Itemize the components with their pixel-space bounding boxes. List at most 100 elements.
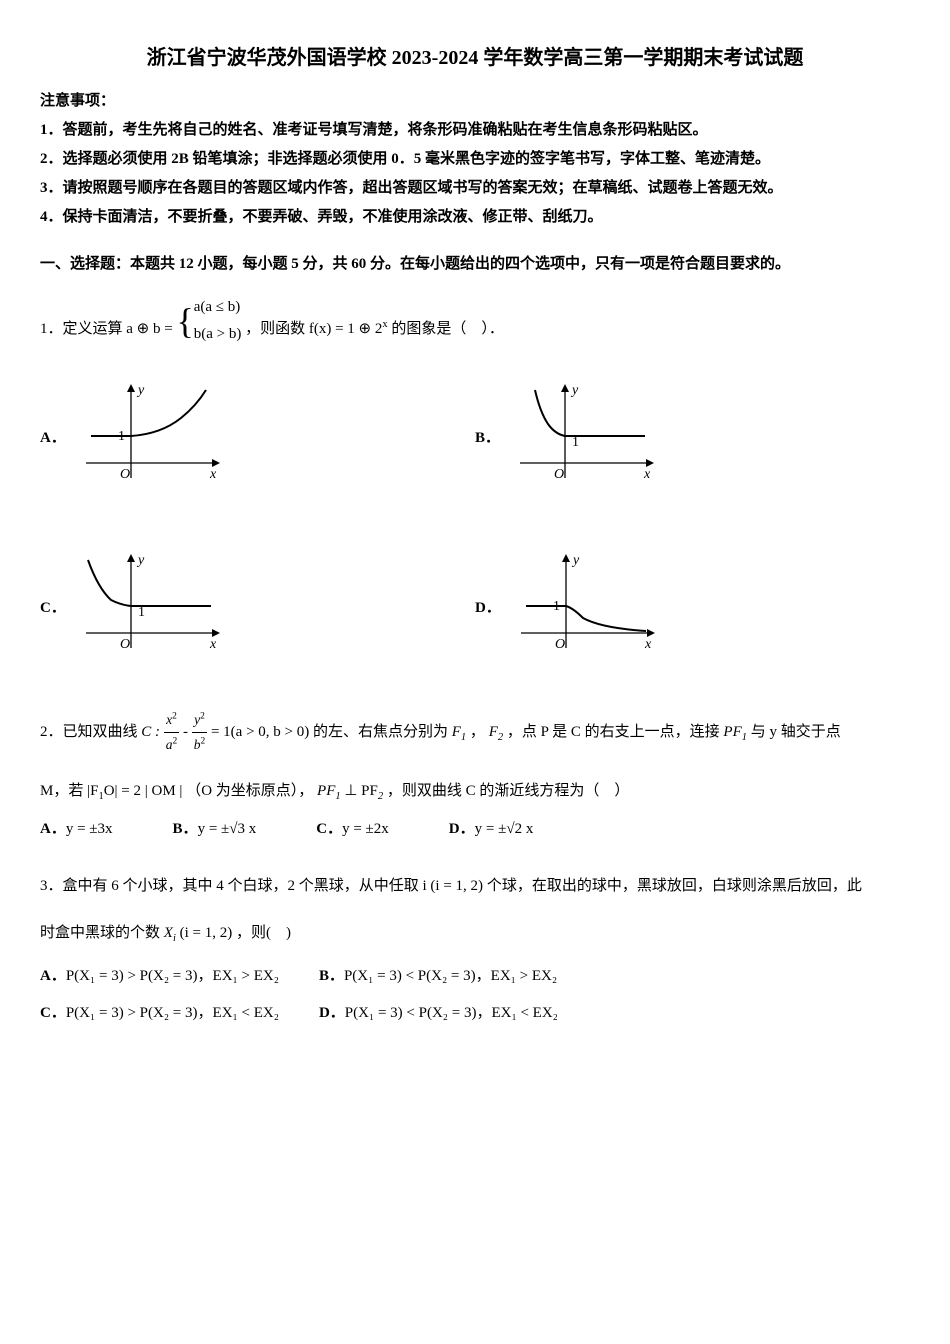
q2-abs2: O| = 2 | OM | [104, 783, 183, 799]
q1-func-base: f(x) = 1 ⊕ 2 [309, 321, 383, 337]
q1-row-CD: C． O x y 1 D． O x y 1 [40, 548, 910, 668]
q3-optA-lbl: A． [40, 968, 66, 984]
question-2-cont: M，若 |F1O| = 2 | OM | （O 为坐标原点）， PF1 ⊥ PF… [40, 778, 910, 807]
q1-optD-label: D． [475, 595, 501, 622]
svg-text:x: x [209, 467, 217, 482]
q1-graph-B: O x y 1 [510, 378, 660, 498]
q2-f2-sub: 2 [498, 732, 503, 743]
q2-pf1: PF [723, 724, 741, 740]
svg-text:y: y [136, 383, 145, 398]
q3-p3: ，则( ) [236, 925, 291, 941]
q3-optD-lbl: D． [319, 1005, 345, 1021]
q3-optB-lbl: B． [319, 968, 344, 984]
q3-optD-e2: EX₁ < EX₂ [491, 1005, 557, 1021]
svg-text:x: x [209, 637, 217, 652]
q2-p5: M，若 [40, 783, 87, 799]
q3-optC-e2: EX₁ < EX₂ [213, 1005, 279, 1021]
q1-optC-label: C． [40, 595, 66, 622]
q2-optD-lbl: D． [449, 821, 475, 837]
q3-optB-e2: EX₁ > EX₂ [491, 968, 557, 984]
q3-optD-sep: ， [476, 1005, 491, 1021]
svg-text:x: x [644, 637, 652, 652]
q2-hyperbola: C : x2a2 - y2b2 = 1(a > 0, b > 0) [141, 724, 313, 740]
q2-num1-sup: 2 [172, 712, 177, 722]
q2-f2: F [489, 724, 498, 740]
q2-den1-sup: 2 [173, 737, 178, 747]
q2-den2-sup: 2 [200, 737, 205, 747]
q1-case2: b(a > b) [194, 321, 242, 348]
svg-text:O: O [555, 637, 565, 652]
q1-graph-D: O x y 1 [511, 548, 661, 668]
svg-text:O: O [554, 467, 564, 482]
svg-text:1: 1 [138, 605, 145, 620]
q2-optC-lbl: C． [316, 821, 342, 837]
q1-func-exp: x [382, 319, 387, 330]
q1-optA-label: A． [40, 425, 66, 452]
q1-graph-A: O x y 1 [76, 378, 226, 498]
q3-xi-tail: (i = 1, 2) [176, 925, 232, 941]
q2-p2: ， [470, 724, 485, 740]
q2-pf1-sub: 1 [742, 732, 747, 743]
notice-item-0: 1．答题前，考生先将自己的姓名、准考证号填写清楚，将条形码准确粘贴在考生信息条形… [40, 117, 910, 144]
q2-optA-expr: y = ±3x [66, 821, 113, 837]
q2-optC-expr: y = ±2x [342, 821, 389, 837]
notice-item-3: 4．保持卡面清洁，不要折叠，不要弄破、弄毁，不准使用涂改液、修正带、刮纸刀。 [40, 204, 910, 231]
notice-item-1: 2．选择题必须使用 2B 铅笔填涂；非选择题必须使用 0．5 毫米黑色字迹的签字… [40, 146, 910, 173]
q2-options: A．y = ±3x B．y = ±√3 x C．y = ±2x D．y = ±√… [40, 816, 910, 843]
q1-brace: { [176, 303, 193, 339]
q2-perp-mid: ⊥ PF [341, 783, 378, 799]
q1-op-left: a ⊕ b = [126, 321, 172, 337]
q2-p0: 2．已知双曲线 [40, 724, 141, 740]
notice-item-2: 3．请按照题号顺序在各题目的答题区域内作答，超出答题区域书写的答案无效；在草稿纸… [40, 175, 910, 202]
q1-suffix: 的图象是（ ）． [391, 321, 504, 337]
q2-f1: F [452, 724, 461, 740]
q3-optC-sep: ， [198, 1005, 213, 1021]
q1-graph-C: O x y 1 [76, 548, 226, 668]
question-3: 3．盒中有 6 个小球，其中 4 个白球，2 个黑球，从中任取 i (i = 1… [40, 873, 910, 900]
q3-options: A．P(X₁ = 3) > P(X₂ = 3)，EX₁ > EX₂ B．P(X₁… [40, 963, 910, 1027]
question-1: 1．定义运算 a ⊕ b = { a(a ≤ b) b(a > b) ，则函数 … [40, 294, 910, 348]
svg-text:O: O [120, 467, 130, 482]
q2-abs1: |F [87, 783, 98, 799]
q1-func: f(x) = 1 ⊕ 2x [309, 321, 392, 337]
q3-iexpr: i (i = 1, 2) [423, 878, 484, 894]
svg-text:x: x [643, 467, 651, 482]
q1-piecewise: { a(a ≤ b) b(a > b) [176, 294, 241, 348]
q2-hyper-c: C : [141, 724, 160, 740]
q1-row-AB: A． O x y 1 B． O x y 1 [40, 378, 910, 498]
q3-xi: X [164, 925, 173, 941]
q2-perp1: PF [317, 783, 335, 799]
q2-p6: （O 为坐标原点）， [186, 783, 313, 799]
q1-prefix: 1．定义运算 [40, 321, 126, 337]
q2-optA-lbl: A． [40, 821, 66, 837]
svg-text:1: 1 [572, 435, 579, 450]
q2-f1-sub: 1 [461, 732, 466, 743]
svg-text:y: y [571, 553, 580, 568]
q3-optA-sep: ， [198, 968, 213, 984]
q1-optB-label: B． [475, 425, 500, 452]
q2-optD-expr: y = ±√2 x [475, 821, 534, 837]
q3-optB-sep: ， [476, 968, 491, 984]
svg-text:O: O [120, 637, 130, 652]
q2-perp-s2: 2 [378, 791, 383, 802]
q2-p1: 的左、右焦点分别为 [313, 724, 452, 740]
q3-p1: 个球，在取出的球中，黑球放回，白球则涂黑后放回，此 [487, 878, 862, 894]
question-3-cont: 时盒中黑球的个数 Xi (i = 1, 2) ，则( ) [40, 920, 910, 949]
section1-title: 一、选择题：本题共 12 小题，每小题 5 分，共 60 分。在每小题给出的四个… [40, 251, 910, 278]
q3-optC-lbl: C． [40, 1005, 66, 1021]
exam-title: 浙江省宁波华茂外国语学校 2023-2024 学年数学高三第一学期期末考试试题 [40, 40, 910, 76]
q3-optD-e1: P(X₁ = 3) < P(X₂ = 3) [345, 1005, 477, 1021]
q2-p3: ，点 P 是 C 的右支上一点，连接 [507, 724, 724, 740]
q2-p7: ，则双曲线 C 的渐近线方程为（ ） [387, 783, 630, 799]
q2-num2-sup: 2 [200, 712, 205, 722]
q2-minus: - [183, 724, 192, 740]
q2-tail: = 1(a > 0, b > 0) [211, 724, 309, 740]
q2-p4: 与 y 轴交于点 [751, 724, 841, 740]
q3-optB-e1: P(X₁ = 3) < P(X₂ = 3) [344, 968, 476, 984]
svg-text:y: y [136, 553, 145, 568]
q2-den1: a [166, 737, 173, 752]
q3-optA-e1: P(X₁ = 3) > P(X₂ = 3) [66, 968, 198, 984]
svg-text:y: y [570, 383, 579, 398]
q3-optA-e2: EX₁ > EX₂ [213, 968, 279, 984]
q3-p2: 时盒中黑球的个数 [40, 925, 164, 941]
